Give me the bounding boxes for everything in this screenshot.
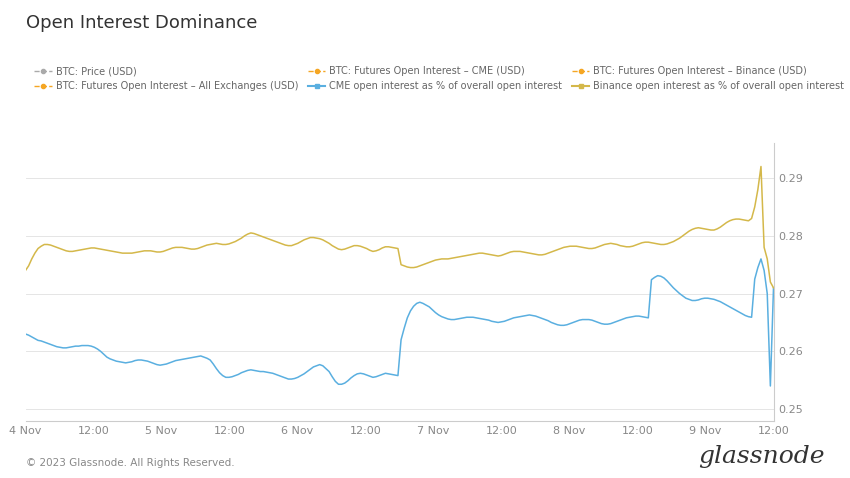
Text: Open Interest Dominance: Open Interest Dominance xyxy=(26,14,257,33)
Text: glassnode: glassnode xyxy=(698,445,824,468)
Legend: BTC: Price (USD), BTC: Futures Open Interest – All Exchanges (USD), BTC: Futures: BTC: Price (USD), BTC: Futures Open Inte… xyxy=(31,62,848,95)
Text: © 2023 Glassnode. All Rights Reserved.: © 2023 Glassnode. All Rights Reserved. xyxy=(26,458,234,468)
